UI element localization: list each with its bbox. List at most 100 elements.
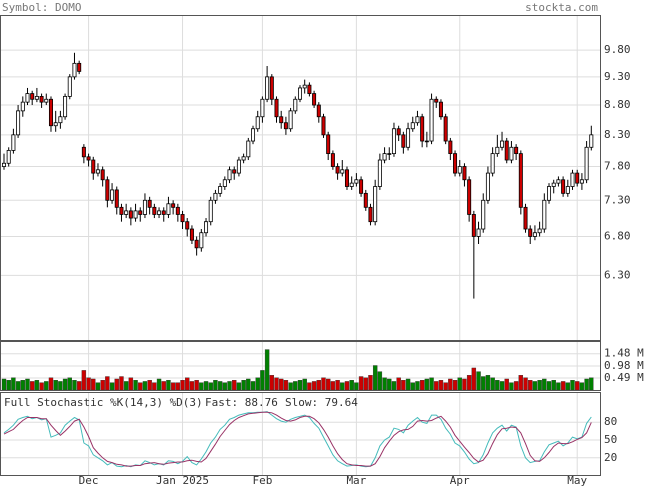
volume-bar [565,382,571,391]
candle-body [363,192,368,208]
candle-body [218,186,223,194]
volume-bar [194,380,199,391]
volume-bar [114,378,119,391]
candle-body [30,93,35,100]
candle-body [110,189,115,201]
volume-bar [344,381,350,391]
candle-body [246,140,251,158]
volume-bar [6,380,11,391]
volume-bar [438,380,444,391]
volume-bar [415,381,420,391]
candle-body [542,199,547,230]
candle-body [373,186,378,223]
volume-bar [274,377,279,391]
volume-bar [250,381,256,391]
x-tick-label: May [567,474,587,486]
x-tick-label: Jan 2025 [156,474,209,486]
volume-bar [109,382,115,391]
candle-body [58,116,63,124]
candle-body [124,210,129,215]
volume-bar [227,381,232,391]
candle-body [269,76,274,100]
volume-bar [279,378,284,391]
candle-body [260,98,265,118]
candle-body [476,228,481,237]
volume-bar [528,380,533,391]
volume-bar [316,380,321,391]
candle-body [86,156,91,161]
candle-body [523,206,528,230]
volume-bar [29,381,35,391]
candle-body [114,189,119,208]
candle-body [34,96,39,100]
candle-body [410,122,415,130]
y-tick-label: 20 [604,451,617,464]
candle-body [44,98,49,103]
y-tick-label: 50 [604,433,617,446]
candle-body [189,228,194,241]
volume-bar [76,381,82,391]
volume-bar [232,380,237,391]
candle-body [575,172,580,184]
volume-bar [410,382,415,391]
candle-body [471,214,476,237]
candle-body [509,146,514,161]
candle-body [91,159,96,174]
volume-bar [189,381,195,391]
volume-bar [372,365,378,391]
volume-bar [255,377,260,391]
candle-body [424,140,429,143]
volume-bar [560,381,566,391]
candle-body [415,116,420,124]
volume-bar [199,382,204,391]
candle-body [579,179,584,184]
volume-bar [156,378,162,391]
volume-bar [128,377,134,391]
volume-bar [293,381,298,391]
legend-fast: Fast: 88.76 [205,396,278,409]
candle-body [556,179,561,184]
volume-bar [11,377,16,391]
volume-bar [100,380,105,391]
candle-body [462,166,467,181]
volume-bar [584,378,589,391]
legend-slow: Slow: 79.64 [285,396,358,409]
candle-body [359,179,364,194]
volume-bar [377,371,383,391]
candle-body [584,146,589,181]
candle-body [467,179,472,215]
candle-body [429,98,434,142]
volume-bar [44,381,49,391]
volume-bar [72,380,77,391]
marks [1,52,594,468]
candle-body [565,186,570,194]
volume-bar [307,382,312,391]
candle-body [335,166,340,174]
candle-body [147,199,152,208]
candle-body [316,104,321,118]
candle-body [420,116,425,142]
candle-body [232,169,237,174]
candle-body [255,116,260,130]
y-tick-label: 9.30 [604,70,631,83]
volume-bar [170,382,176,391]
volume-bar [161,381,166,391]
volume-bar [81,370,87,391]
volume-bar [236,382,242,391]
volume-bar [185,377,190,391]
candle-body [547,186,552,201]
volume-bar [537,380,542,391]
volume-bar [1,378,7,391]
candle-body [448,140,453,155]
candle-body [25,93,30,103]
candle-body [265,76,270,100]
candle-body [199,232,204,249]
volume-bar [391,381,397,391]
volume-bar [419,380,425,391]
candle-body [208,199,213,223]
candle-body [391,128,396,155]
candle-body [95,169,100,174]
candle-body [354,179,359,184]
volume-bar [401,380,406,391]
volume-bar [123,381,129,391]
